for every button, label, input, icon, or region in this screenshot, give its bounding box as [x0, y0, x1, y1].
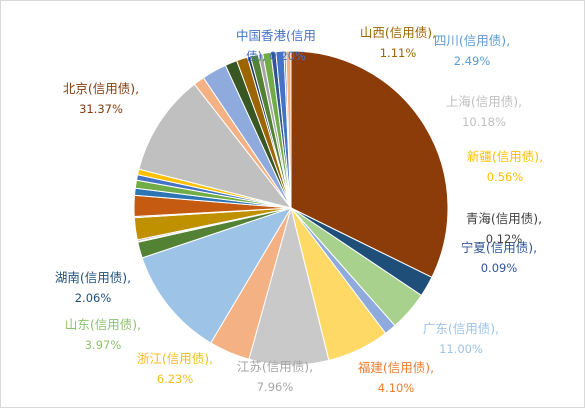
- pie-slices: [133, 50, 449, 366]
- pie-labels: 北京(信用债), 31.37% 湖南(信用债), 2.06% 山东(信用债), 3.97%…: [55, 25, 543, 395]
- data-label: 山东(信用债), 3.97%: [65, 317, 141, 352]
- data-label: 新疆(信用债), 0.56%: [467, 149, 543, 184]
- data-label: 江苏(信用债), 7.96%: [237, 359, 313, 394]
- pie-slice: [141, 207, 293, 344]
- data-label: 福建(信用债), 4.10%: [358, 360, 434, 395]
- data-label: 山西(信用债), 1.11%: [360, 25, 436, 60]
- pie-slice: [285, 50, 292, 209]
- data-label: 广东(信用债), 11.00%: [423, 321, 499, 356]
- pie-slice: [290, 50, 449, 278]
- data-label: 青海(信用债), 0.12%: [466, 211, 542, 246]
- data-label: 四川(信用债), 2.49%: [434, 33, 510, 68]
- pie-slice: [138, 83, 293, 209]
- data-label: 北京(信用债), 31.37%: [63, 81, 139, 116]
- data-label: 浙江(信用债), 6.23%: [137, 351, 213, 386]
- data-label: 宁夏(信用债), 0.09%: [461, 240, 537, 275]
- data-label: 湖南(信用债), 2.06%: [55, 270, 131, 305]
- data-label: 中国香港(信用债), 0.20%: [236, 28, 316, 63]
- data-label: 上海(信用债), 10.18%: [446, 94, 522, 129]
